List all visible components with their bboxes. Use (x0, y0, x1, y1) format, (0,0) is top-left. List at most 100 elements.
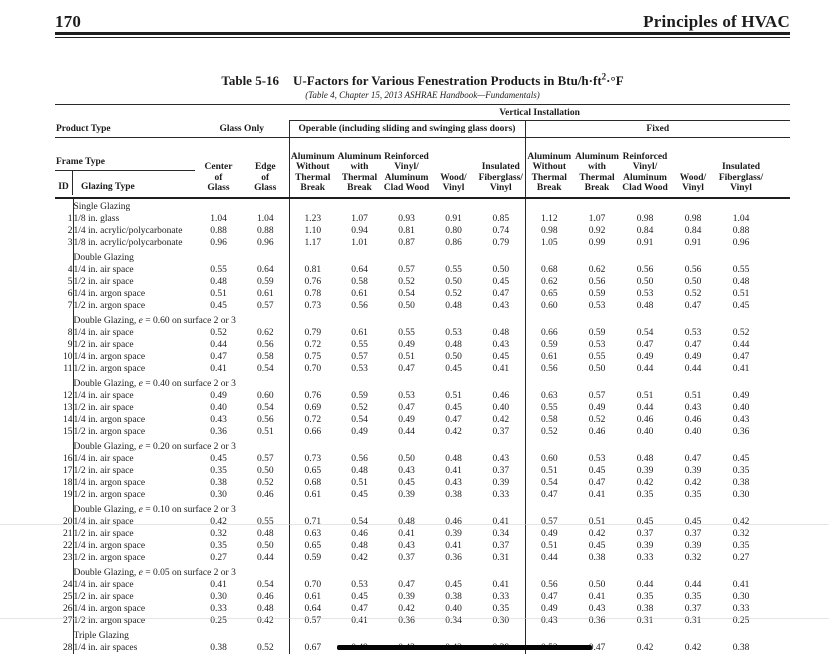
glazing-type-cell: 1/2 in. air space (73, 465, 134, 476)
table-row: 22 1/4 in. argon space 0.35 0.50 0.65 0.48 0.4… (55, 539, 790, 552)
header-row-sections: Product Type Glass Only Operable (includ… (55, 120, 791, 138)
row-filler-cell (765, 390, 790, 402)
u-factor-value: 0.59 (588, 288, 606, 299)
row-id-cell: 19 (55, 488, 74, 501)
group-spacer-cell (288, 374, 525, 390)
u-factor-value: 0.96 (210, 237, 227, 248)
u-factor-value: 0.35 (684, 591, 702, 602)
u-factor-value: 0.47 (351, 603, 368, 614)
row-id-cell: 6 (55, 287, 74, 300)
u-factor-value: 0.47 (492, 288, 510, 299)
row-id-cell (55, 626, 74, 642)
u-factor-value: 0.70 (288, 362, 336, 375)
row-filler-cell (765, 642, 790, 654)
fixed-insulated-fiberglass-header: Insulated Fiberglass/Vinyl (717, 137, 765, 199)
header-filler-cell (765, 137, 791, 199)
table-row: 11 1/2 in. argon space 0.41 0.54 0.70 0.53 0.4… (55, 362, 790, 375)
glazing-type-cell: 1/4 in. air space (73, 516, 134, 527)
u-factor-value: 0.52 (445, 288, 462, 299)
u-factor-value: 0.45 (636, 516, 654, 527)
row-id-cell: 21 (55, 527, 74, 540)
u-factor-value: 0.51 (524, 539, 573, 552)
u-factor-value: 0.43 (492, 339, 510, 350)
operable-reinforced-vinyl-header: Reinforced Vinyl/Aluminum Clad Wood (383, 137, 430, 199)
u-factor-value: 0.47 (636, 339, 654, 350)
u-factor-value: 0.44 (256, 552, 274, 563)
u-factor-value: 0.30 (210, 591, 227, 602)
row-id-cell (55, 197, 74, 213)
u-factor-value: 0.37 (684, 528, 702, 539)
u-factor-value: 0.76 (288, 389, 336, 402)
u-factor-value: 0.51 (398, 351, 415, 362)
u-factor-value: 0.55 (351, 339, 368, 350)
u-factor-value: 0.79 (492, 237, 510, 248)
row-id-cell: 15 (55, 425, 74, 438)
group-spacer-cell (524, 500, 791, 516)
u-factor-value: 0.42 (210, 516, 227, 527)
header-blank-cell (55, 105, 289, 121)
u-factor-value: 0.50 (636, 276, 654, 287)
glazing-type-cell: 1/2 in. air space (73, 339, 134, 350)
u-factor-value: 0.40 (210, 402, 227, 413)
u-factor-value: 0.42 (351, 552, 368, 563)
u-factor-value: 0.78 (288, 287, 336, 300)
u-factor-value: 0.46 (684, 414, 702, 425)
row-id-cell: 11 (55, 362, 74, 375)
u-factor-value: 0.75 (288, 350, 336, 363)
u-factor-value: 0.31 (492, 552, 510, 563)
table-row: 2 1/4 in. acrylic/polycarbonate 0.88 0.88 1.… (55, 224, 790, 237)
u-factor-value: 0.41 (492, 516, 510, 527)
group-spacer-cell (524, 437, 791, 453)
group-label: Triple Glazing (73, 630, 129, 641)
u-factor-value: 0.38 (210, 642, 227, 653)
u-factor-value: 0.43 (492, 300, 510, 311)
u-factor-value: 0.35 (210, 540, 227, 551)
group-spacer-cell (524, 311, 791, 327)
u-factor-value: 0.53 (636, 288, 654, 299)
group-label: Double Glazing (73, 252, 134, 263)
u-factor-value: 0.42 (732, 516, 750, 527)
u-factor-value: 0.56 (351, 453, 368, 464)
glazing-type-cell: 1/2 in. air space (73, 528, 134, 539)
row-filler-cell (765, 477, 790, 489)
u-factor-value: 0.37 (492, 465, 510, 476)
u-factor-value: 0.46 (588, 426, 606, 437)
u-factor-value: 0.58 (524, 413, 573, 426)
u-factor-value: 0.42 (684, 642, 702, 653)
u-factor-value: 0.65 (288, 464, 336, 477)
u-factor-value: 0.99 (588, 237, 606, 248)
u-factor-value: 0.47 (684, 339, 702, 350)
u-factor-value: 0.47 (732, 351, 750, 362)
u-factor-value: 0.39 (398, 489, 415, 500)
u-factor-value: 0.44 (398, 426, 415, 437)
u-factor-value: 0.39 (684, 540, 702, 551)
u-factor-value: 0.66 (288, 425, 336, 438)
row-id-cell: 24 (55, 578, 74, 591)
operable-wood-vinyl-header: Wood/Vinyl (430, 137, 477, 199)
glazing-type-cell: 1/8 in. glass (73, 213, 120, 224)
table-body: Single Glazing 1 1/8 in. glass 1.04 1.04 1.23… (55, 197, 791, 654)
group-spacer-cell (524, 248, 791, 264)
row-filler-cell (765, 528, 790, 540)
u-factor-value: 0.57 (256, 300, 274, 311)
glazing-type-cell: 1/2 in. argon space (73, 552, 146, 563)
table-row: 18 1/4 in. argon space 0.38 0.52 0.68 0.51 0.4… (55, 476, 790, 489)
u-factor-value: 0.49 (398, 414, 415, 425)
u-factor-value: 0.25 (210, 615, 227, 626)
u-factor-value: 0.93 (398, 213, 415, 224)
u-factor-value: 0.88 (210, 225, 227, 236)
u-factor-value: 0.45 (445, 363, 462, 374)
u-factor-value: 0.53 (351, 363, 368, 374)
u-factor-value: 0.45 (445, 402, 462, 413)
u-factor-value: 0.39 (636, 465, 654, 476)
row-id-cell: 28 (55, 641, 74, 654)
u-factor-value: 0.96 (732, 237, 750, 248)
u-factor-value: 0.45 (732, 300, 750, 311)
u-factor-value: 0.41 (351, 615, 368, 626)
group-spacer-cell (288, 563, 525, 579)
u-factor-value: 0.53 (398, 390, 415, 401)
u-factor-value: 0.45 (492, 351, 510, 362)
header-row-columns: Frame Type ID Glazing Type Center of Glass… (55, 137, 791, 199)
u-factor-value: 0.42 (636, 642, 654, 653)
row-id-cell: 22 (55, 539, 74, 552)
